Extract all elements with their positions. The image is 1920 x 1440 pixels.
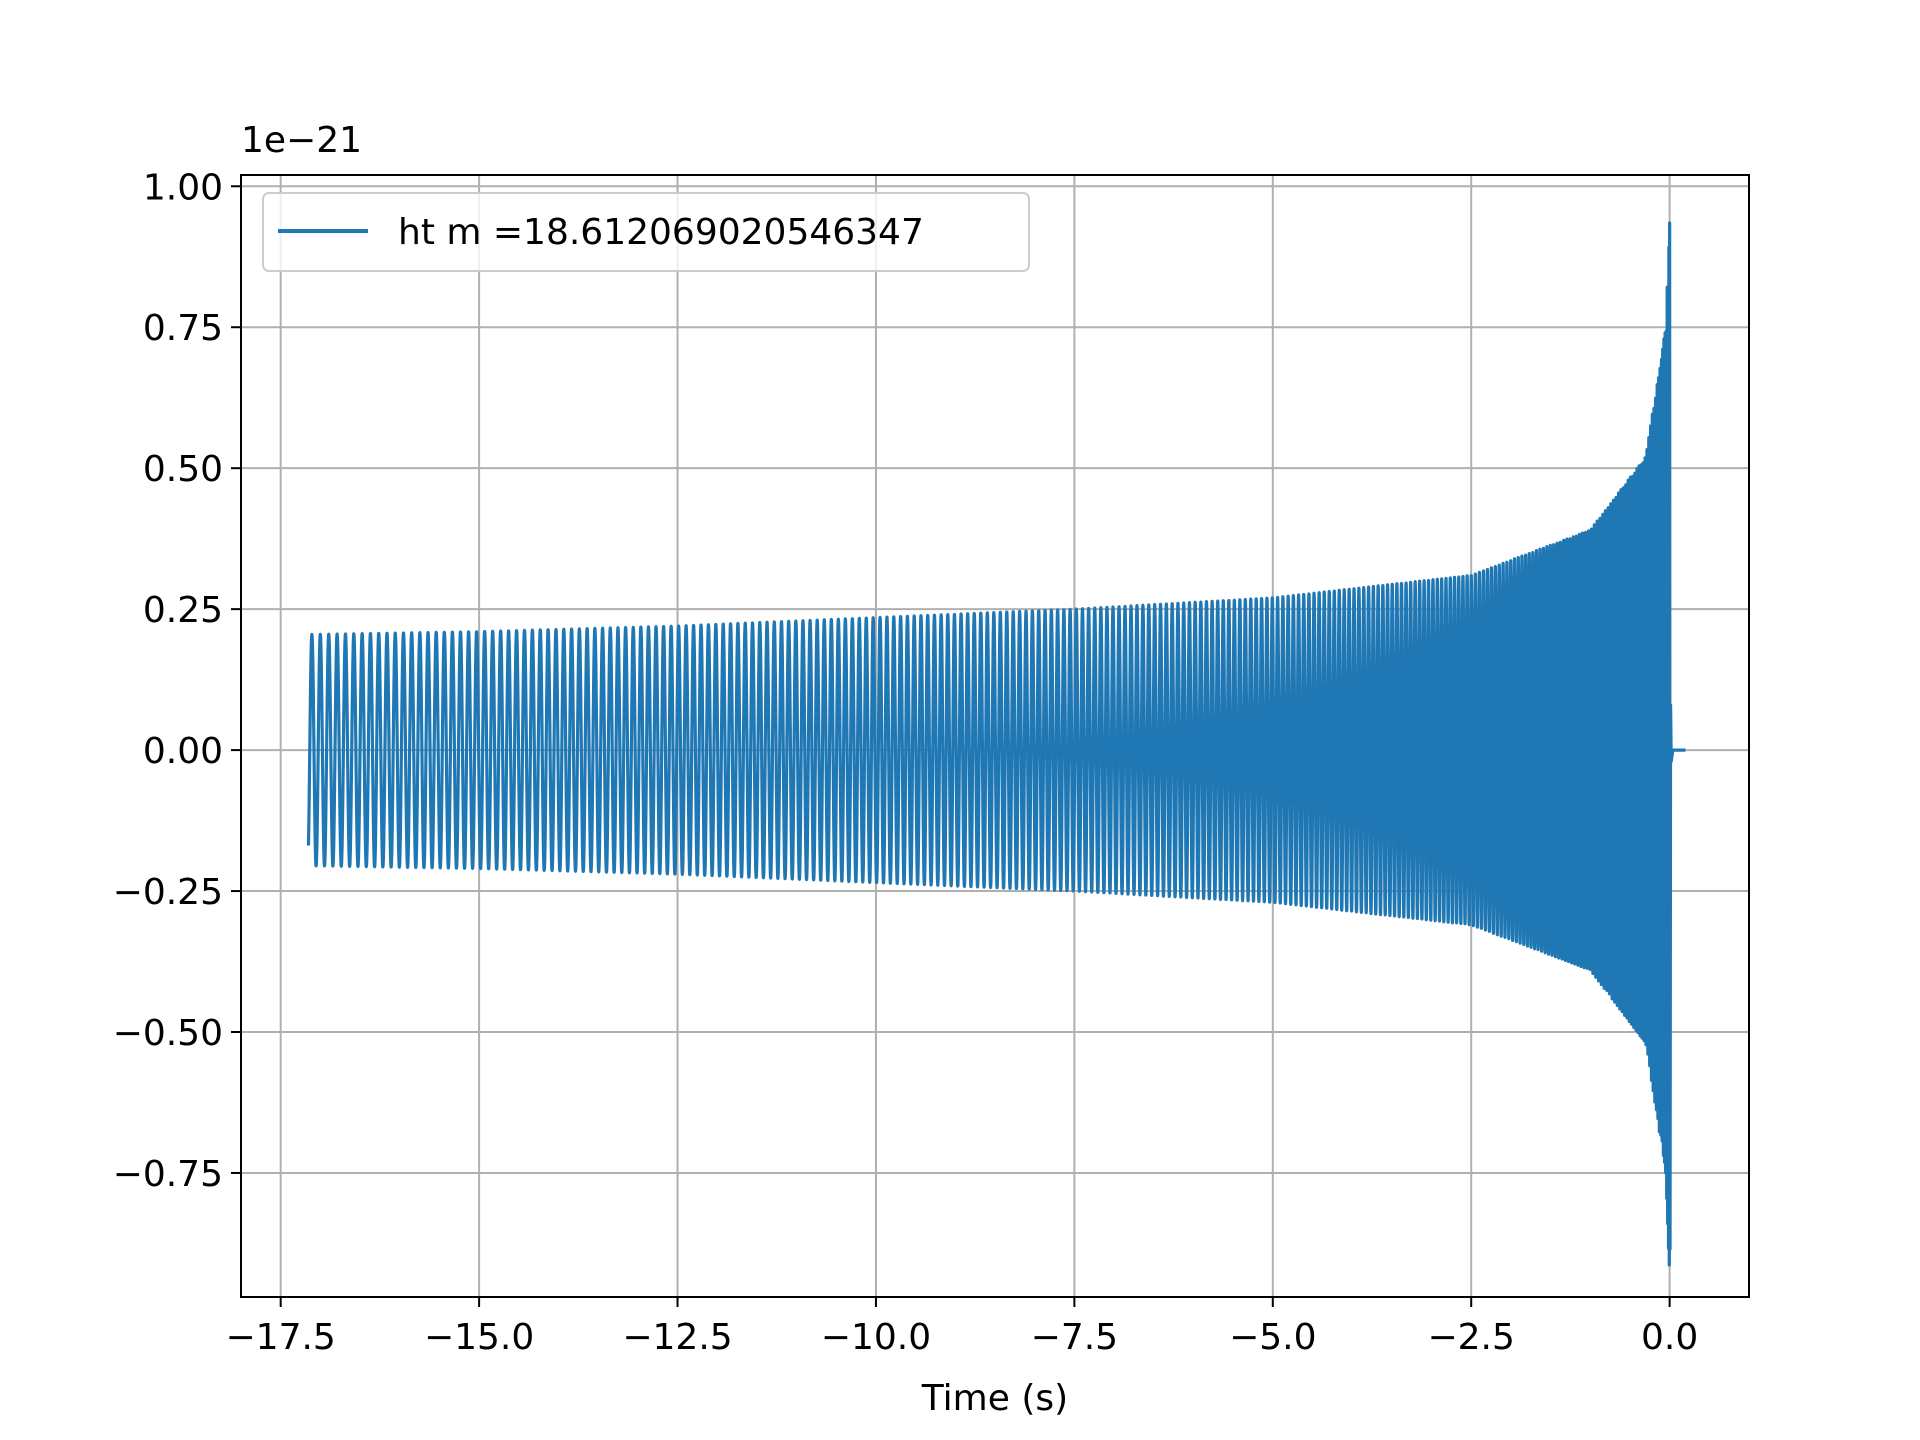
y-offset-text: 1e−21 bbox=[241, 120, 362, 161]
x-tick-label: −17.5 bbox=[226, 1317, 336, 1358]
waveform-series bbox=[306, 221, 1686, 1267]
x-tick-label: −15.0 bbox=[424, 1317, 534, 1358]
y-tick-label: 0.00 bbox=[143, 731, 223, 772]
series-line bbox=[306, 221, 1686, 1267]
y-tick-label: 0.25 bbox=[143, 590, 223, 631]
legend: ht m =18.612069020546347 bbox=[262, 192, 1030, 272]
x-tick-label: −10.0 bbox=[821, 1317, 931, 1358]
x-tick-label: −2.5 bbox=[1427, 1317, 1514, 1358]
x-tick-label: −12.5 bbox=[622, 1317, 732, 1358]
x-tick-label: −5.0 bbox=[1229, 1317, 1316, 1358]
x-tick-label: −7.5 bbox=[1031, 1317, 1118, 1358]
plot-frame bbox=[240, 174, 1750, 1298]
x-axis-ticks: −17.5 −15.0 −12.5 −10.0 −7.5 −5.0 −2.5 0.0 bbox=[226, 1297, 1698, 1358]
y-tick-label: −0.75 bbox=[113, 1154, 223, 1195]
x-tick-label: 0.0 bbox=[1641, 1317, 1698, 1358]
y-tick-label: −0.25 bbox=[113, 872, 223, 913]
legend-label: ht m =18.612069020546347 bbox=[398, 212, 924, 253]
y-axis-ticks: −0.75 −0.50 −0.25 0.00 0.25 0.50 0.75 1.00 bbox=[113, 167, 241, 1195]
legend-box bbox=[262, 192, 1030, 272]
x-axis-label: Time (s) bbox=[921, 1378, 1068, 1419]
y-tick-label: 1.00 bbox=[143, 167, 223, 208]
y-tick-label: 0.50 bbox=[143, 449, 223, 490]
y-tick-label: −0.50 bbox=[113, 1013, 223, 1054]
y-tick-label: 0.75 bbox=[143, 308, 223, 349]
